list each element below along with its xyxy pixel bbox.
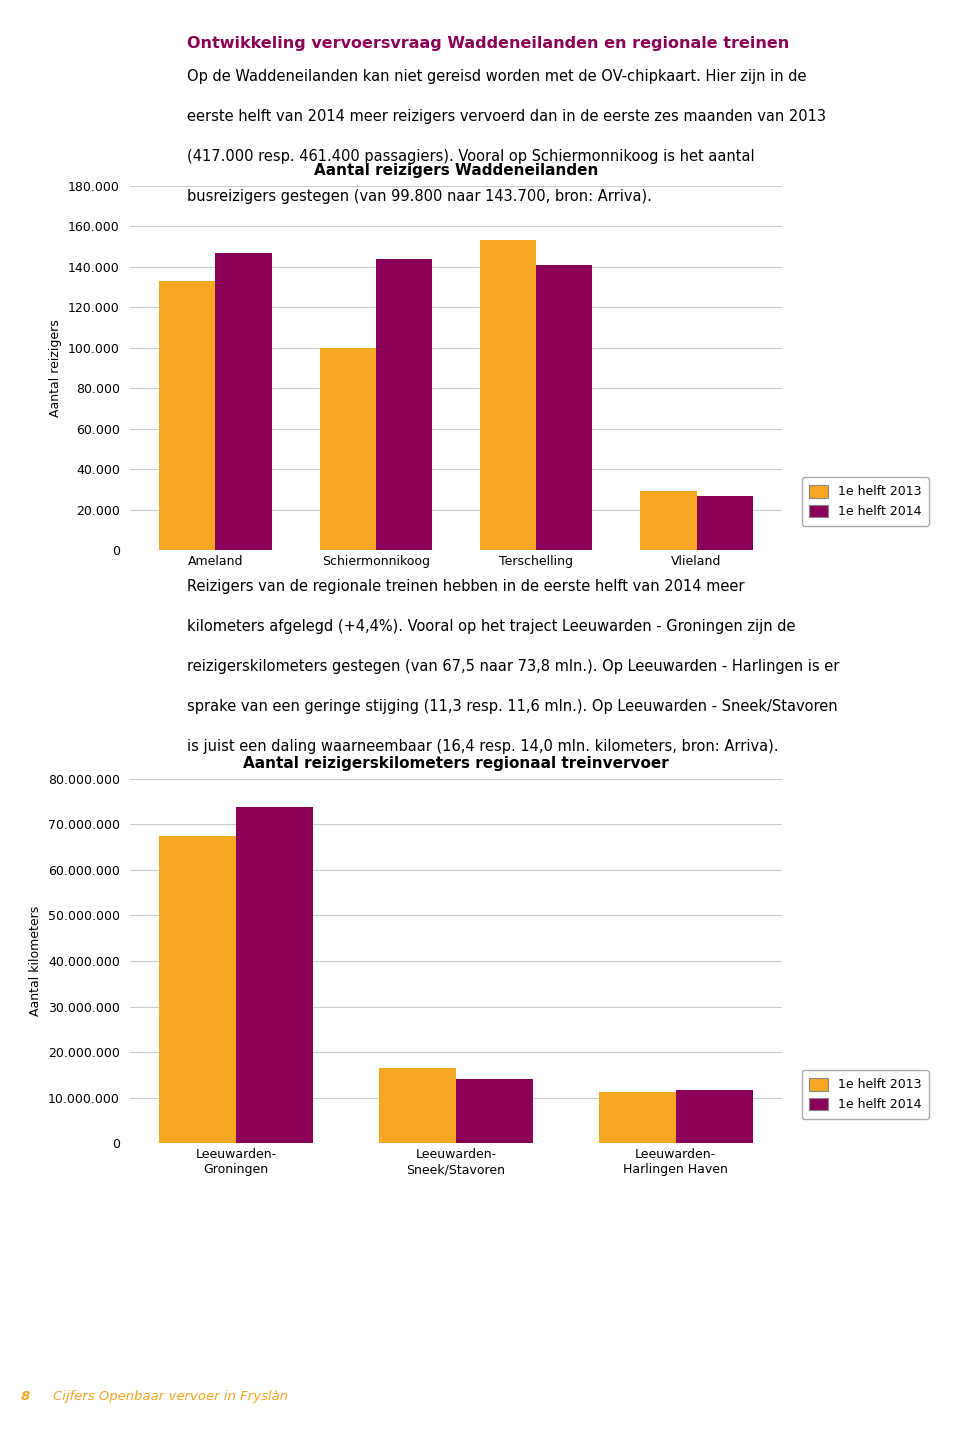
- Text: eerste helft van 2014 meer reizigers vervoerd dan in de eerste zes maanden van 2: eerste helft van 2014 meer reizigers ver…: [187, 109, 827, 123]
- Title: Aantal reizigers Waddeneilanden: Aantal reizigers Waddeneilanden: [314, 163, 598, 177]
- Text: busreizigers gestegen (van 99.800 naar 143.700, bron: Arriva).: busreizigers gestegen (van 99.800 naar 1…: [187, 189, 652, 203]
- Bar: [537, 264, 592, 550]
- Bar: [215, 253, 272, 550]
- Text: Reizigers van de regionale treinen hebben in de eerste helft van 2014 meer: Reizigers van de regionale treinen hebbe…: [187, 579, 745, 593]
- Bar: [599, 1092, 676, 1143]
- Bar: [159, 282, 215, 550]
- Text: Op de Waddeneilanden kan niet gereisd worden met de OV-chipkaart. Hier zijn in d: Op de Waddeneilanden kan niet gereisd wo…: [187, 69, 806, 83]
- Text: 8: 8: [21, 1390, 31, 1403]
- Legend: 1e helft 2013, 1e helft 2014: 1e helft 2013, 1e helft 2014: [802, 1070, 929, 1119]
- Bar: [375, 259, 432, 550]
- Y-axis label: Aantal kilometers: Aantal kilometers: [30, 906, 42, 1016]
- Bar: [320, 349, 375, 550]
- Bar: [640, 492, 697, 550]
- Bar: [697, 496, 753, 550]
- Bar: [236, 807, 313, 1143]
- Bar: [379, 1069, 456, 1143]
- Y-axis label: Aantal reizigers: Aantal reizigers: [50, 319, 62, 417]
- Text: is juist een daling waarneembaar (16,4 resp. 14,0 mln. kilometers, bron: Arriva): is juist een daling waarneembaar (16,4 r…: [187, 739, 779, 753]
- Bar: [159, 836, 236, 1143]
- Bar: [456, 1079, 533, 1143]
- Legend: 1e helft 2013, 1e helft 2014: 1e helft 2013, 1e helft 2014: [802, 477, 929, 526]
- Bar: [676, 1090, 753, 1143]
- Text: Cijfers Openbaar vervoer in Fryslàn: Cijfers Openbaar vervoer in Fryslàn: [53, 1390, 288, 1403]
- Text: sprake van een geringe stijging (11,3 resp. 11,6 mln.). Op Leeuwarden - Sneek/St: sprake van een geringe stijging (11,3 re…: [187, 699, 838, 713]
- Text: reizigerskilometers gestegen (van 67,5 naar 73,8 mln.). Op Leeuwarden - Harlinge: reizigerskilometers gestegen (van 67,5 n…: [187, 659, 840, 673]
- Bar: [480, 240, 537, 550]
- Text: (417.000 resp. 461.400 passagiers). Vooral op Schiermonnikoog is het aantal: (417.000 resp. 461.400 passagiers). Voor…: [187, 149, 755, 163]
- Title: Aantal reizigerskilometers regionaal treinvervoer: Aantal reizigerskilometers regionaal tre…: [243, 756, 669, 770]
- Text: Ontwikkeling vervoersvraag Waddeneilanden en regionale treinen: Ontwikkeling vervoersvraag Waddeneilande…: [187, 36, 789, 50]
- Text: kilometers afgelegd (+4,4%). Vooral op het traject Leeuwarden - Groningen zijn d: kilometers afgelegd (+4,4%). Vooral op h…: [187, 619, 796, 633]
